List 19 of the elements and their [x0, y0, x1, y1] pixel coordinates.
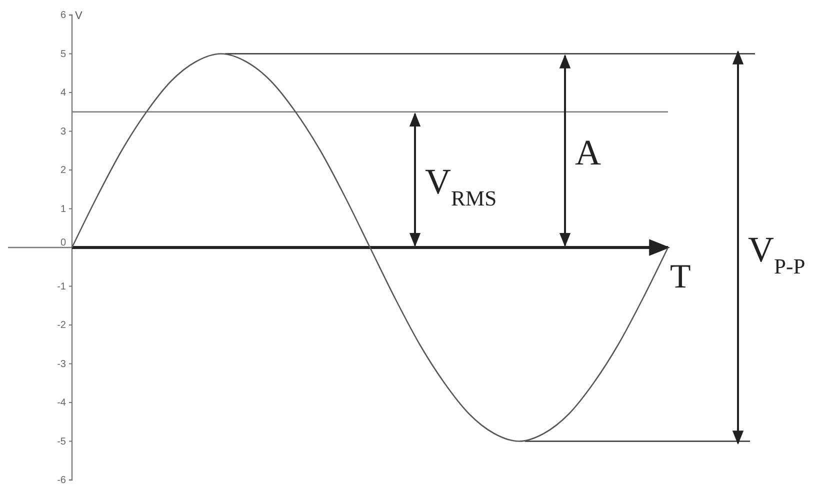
y-axis-title: V [75, 10, 83, 22]
y-tick-label: -1 [57, 281, 66, 292]
y-tick-label: 0 [60, 238, 66, 248]
y-tick-label: -5 [57, 436, 66, 448]
y-tick-label: -6 [57, 475, 66, 486]
y-tick-label: 4 [60, 88, 66, 99]
line-series [71, 53, 669, 442]
y-tick-label: 1 [60, 204, 66, 215]
y-tick-label: -4 [57, 398, 66, 409]
text: T [670, 258, 691, 296]
y-tick-label: -2 [57, 320, 66, 332]
y-tick-label: 2 [60, 165, 66, 176]
y-tick-label: 3 [60, 126, 66, 138]
y-tick-label: -3 [57, 358, 66, 370]
y-tick-label: 5 [60, 48, 66, 60]
text: V$_{P-P}$ [748, 230, 806, 278]
y-tick-label: 6 [60, 10, 66, 22]
ref-line-label: A [575, 132, 601, 173]
ref-line-label: V$_{RMS}$ [425, 162, 497, 211]
